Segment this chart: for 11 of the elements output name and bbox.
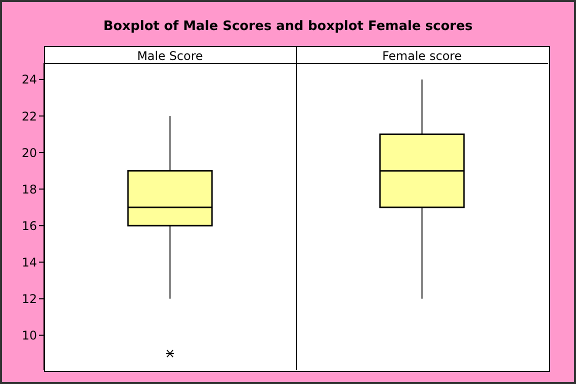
y-tick-label: 14 [22, 255, 37, 270]
y-tick-label: 12 [22, 292, 37, 306]
chart-title: Boxplot of Male Scores and boxplot Female scores [102, 19, 474, 34]
x-tick-label: Male Score [137, 49, 203, 63]
y-tick-label: 10 [22, 328, 37, 343]
y-tick-label: 16 [22, 218, 37, 233]
x-tick-label: Female score [382, 49, 462, 63]
y-tick-label: 22 [22, 109, 37, 124]
y-tick-label: 24 [22, 72, 37, 87]
y-tick-label: 18 [22, 182, 37, 196]
y-tick-label: 20 [22, 146, 37, 160]
